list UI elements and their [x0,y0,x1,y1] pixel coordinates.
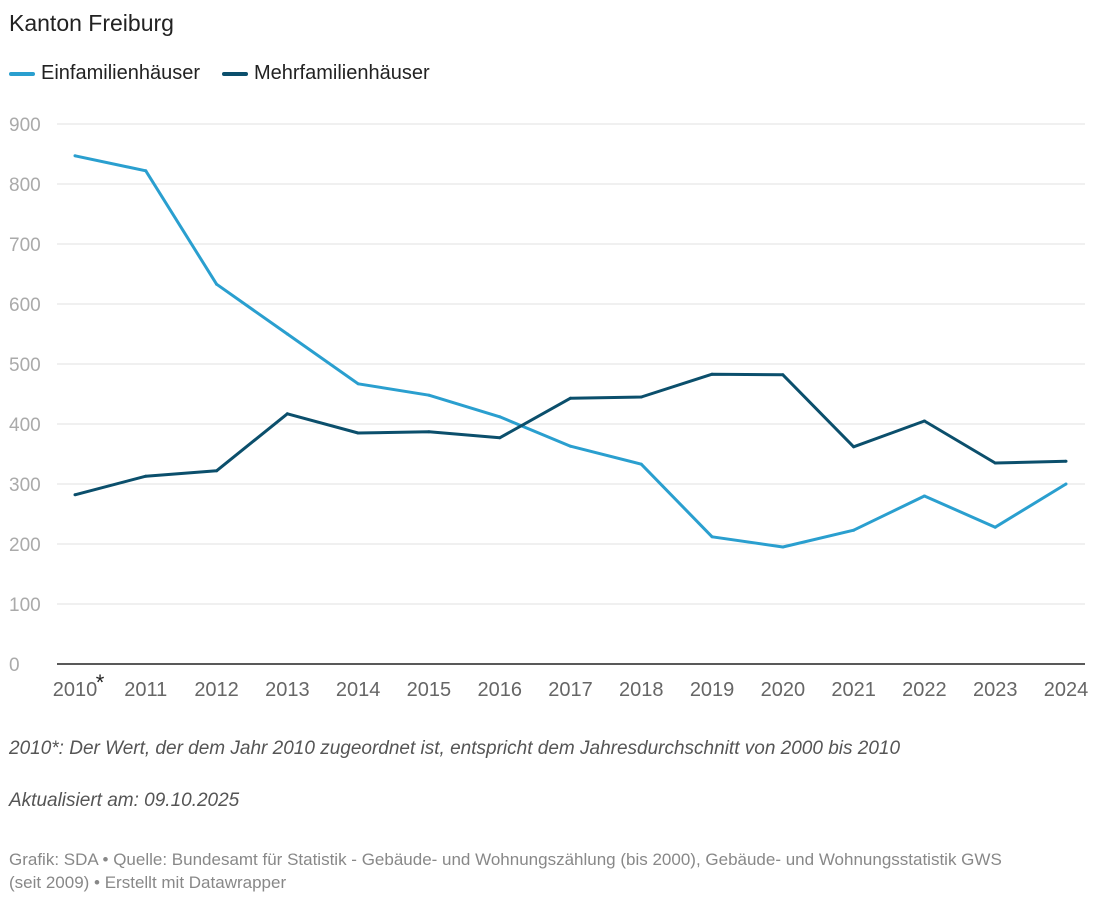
legend-label: Einfamilienhäuser [41,62,200,84]
x-tick-label: 2019 [690,679,735,701]
series-line-1 [74,372,1067,497]
data-point [144,474,148,478]
y-tick-label: 800 [9,175,41,196]
legend-swatch [9,71,35,76]
data-point [427,430,431,434]
line-chart: 0 100 200 300 400 500 600 700 800 900 2010* 2011 201… [9,115,1089,701]
data-point [1064,482,1068,486]
data-point [215,469,219,473]
y-tick-label: 600 [9,295,41,316]
x-tick-label: 2013 [265,679,310,701]
legend-swatch [221,71,248,76]
y-tick-label: 0 [9,655,20,676]
data-point [993,461,997,465]
data-point [710,372,714,376]
data-point [922,419,926,423]
data-point [285,332,289,336]
x-tick-marker: * [96,670,105,695]
data-point [639,395,643,399]
data-point [710,535,714,539]
x-tick-label: 2011 [124,679,167,701]
legend-item-1: Mehrfamilienhäuser [221,62,430,85]
data-point [852,445,856,449]
x-tick-label: 2017 [548,679,593,701]
legend-label: Mehrfamilienhäuser [253,62,430,84]
y-tick-label: 400 [9,415,41,436]
data-point [73,154,77,158]
data-point [922,494,926,498]
y-tick-label: 200 [9,535,41,556]
data-point [993,525,997,529]
y-tick-label: 700 [9,235,41,256]
data-point [639,462,643,466]
x-tick-label: 2024 [1044,679,1089,701]
x-tick-label: 2010 [53,679,98,701]
x-tick-label: 2023 [973,679,1018,701]
data-point [852,528,856,532]
y-tick-label: 500 [9,355,41,376]
data-point [356,382,360,386]
data-point [569,444,572,448]
x-tick-label: 2015 [407,679,452,701]
data-point [781,545,785,549]
x-tick-label: 2016 [477,679,522,701]
x-tick-label: 2014 [336,679,381,701]
x-tick-label: 2022 [902,679,947,701]
data-point [285,412,289,416]
data-point [498,436,502,440]
data-point [498,415,502,419]
credits: Grafik: SDA • Quelle: Bundesamt für Stat… [9,850,1002,892]
x-tick-label: 2012 [194,679,239,701]
y-tick-label: 900 [9,115,41,136]
x-tick-label: 2018 [619,679,664,701]
legend: Einfamilienhäuser Mehrfamilienhäuser [9,62,430,85]
y-tick-label: 100 [9,595,41,616]
series-line-0 [74,154,1067,549]
data-point [356,431,360,435]
x-tick-label: 2021 [831,679,876,701]
legend-item-0: Einfamilienhäuser [9,62,200,85]
chart-title: Kanton Freiburg [9,10,174,36]
data-point [569,396,572,400]
footnote: 2010*: Der Wert, der dem Jahr 2010 zugeo… [9,738,901,759]
data-point [215,282,219,286]
y-tick-label: 300 [9,475,41,496]
updated-date: Aktualisiert am: 09.10.2025 [9,790,240,811]
data-point [781,373,785,377]
data-point [144,169,148,173]
data-point [73,493,77,497]
x-tick-label: 2020 [761,679,806,701]
data-point [427,393,431,397]
data-point [1064,459,1068,463]
